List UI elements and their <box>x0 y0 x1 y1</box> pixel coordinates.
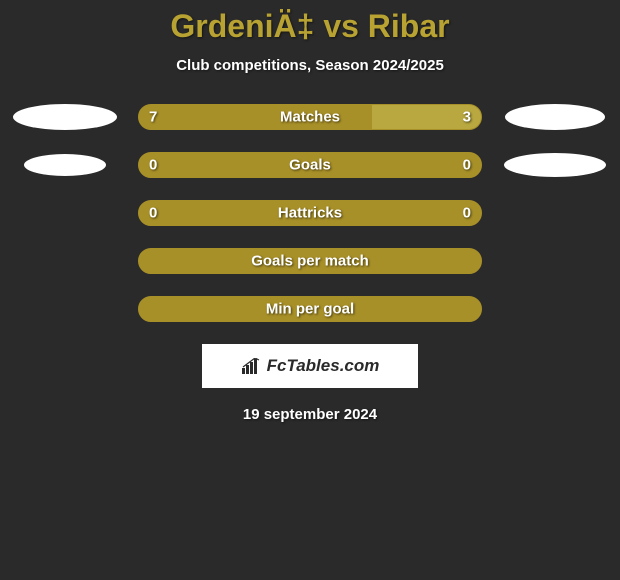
date-text: 19 september 2024 <box>0 406 620 423</box>
stat-row: Goals per match <box>10 248 610 274</box>
stat-label: Goals <box>289 157 331 174</box>
bar-left-fill <box>139 153 310 177</box>
stat-bar: 7 3 Matches <box>138 104 482 130</box>
player-left-ellipse <box>13 104 117 130</box>
stat-row: Min per goal <box>10 296 610 322</box>
stat-label: Matches <box>280 109 340 126</box>
bar-right-fill <box>310 153 481 177</box>
stat-bar: Goals per match <box>138 248 482 274</box>
stat-row: 0 0 Goals <box>10 152 610 178</box>
logo-box[interactable]: FcTables.com <box>202 344 418 388</box>
player-right-ellipse <box>504 153 606 177</box>
player-left-ellipse <box>24 154 106 176</box>
stat-bar: 0 0 Hattricks <box>138 200 482 226</box>
stat-value-right: 3 <box>463 109 471 126</box>
stat-bar: Min per goal <box>138 296 482 322</box>
comparison-container: 7 3 Matches 0 0 Goals 0 0 Hattricks Goals per mat… <box>0 104 620 322</box>
stat-value-left: 7 <box>149 109 157 126</box>
stat-label: Min per goal <box>266 301 354 318</box>
chart-icon <box>241 358 263 374</box>
stat-row: 7 3 Matches <box>10 104 610 130</box>
stat-value-right: 0 <box>463 205 471 222</box>
stat-value-right: 0 <box>463 157 471 174</box>
logo-text: FcTables.com <box>241 356 380 376</box>
ellipse-left-slot <box>10 154 120 176</box>
ellipse-left-slot <box>10 104 120 130</box>
subtitle: Club competitions, Season 2024/2025 <box>0 57 620 74</box>
page-title: GrdeniÄ‡ vs Ribar <box>0 0 620 45</box>
stat-value-left: 0 <box>149 157 157 174</box>
logo-label: FcTables.com <box>267 356 380 376</box>
stat-bar: 0 0 Goals <box>138 152 482 178</box>
stat-value-left: 0 <box>149 205 157 222</box>
ellipse-right-slot <box>500 153 610 177</box>
stat-label: Hattricks <box>278 205 342 222</box>
player-right-ellipse <box>505 104 605 130</box>
stat-row: 0 0 Hattricks <box>10 200 610 226</box>
stat-label: Goals per match <box>251 253 369 270</box>
ellipse-right-slot <box>500 104 610 130</box>
